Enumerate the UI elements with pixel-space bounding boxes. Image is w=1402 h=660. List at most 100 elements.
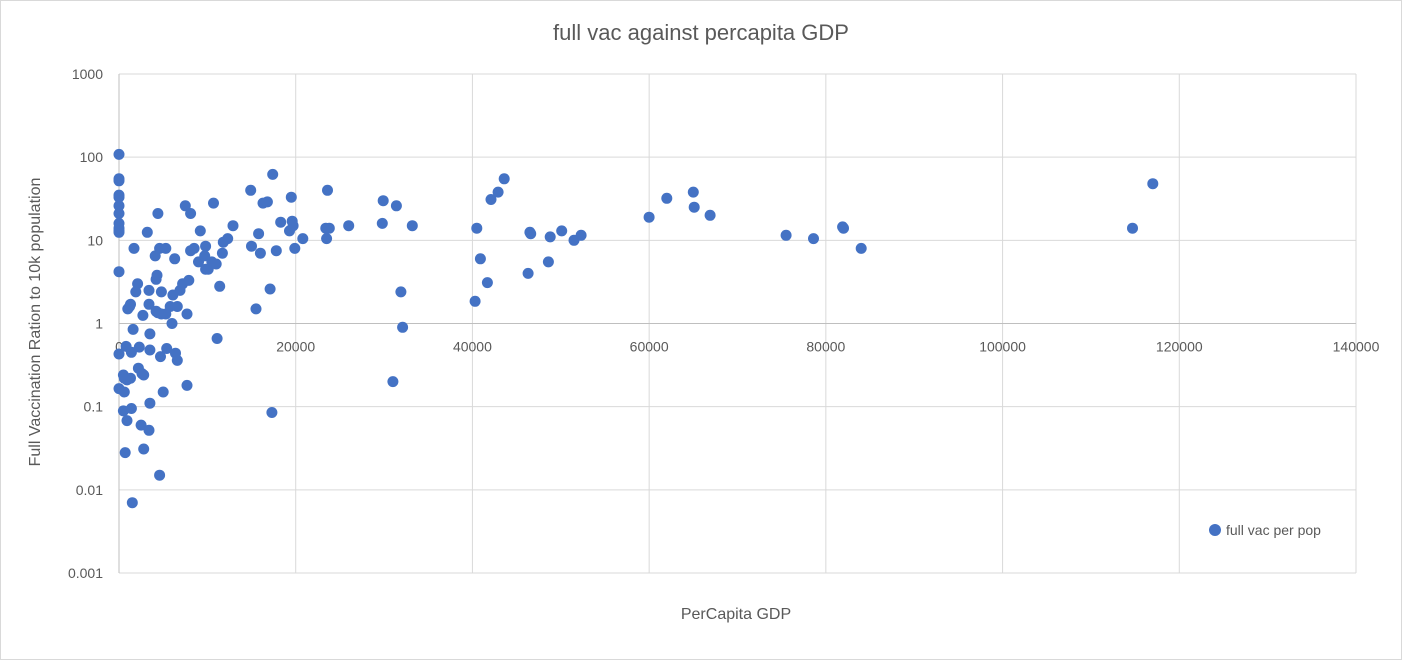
- data-point: [185, 208, 197, 219]
- data-point: [323, 222, 335, 234]
- data-point: [210, 258, 222, 270]
- chart-title: full vac against percapita GDP: [553, 20, 849, 45]
- data-point: [125, 403, 137, 414]
- x-tick-label: 0: [115, 339, 123, 355]
- data-point: [166, 318, 178, 329]
- data-point: [522, 267, 534, 279]
- data-points: [113, 148, 1159, 509]
- data-point: [118, 386, 130, 398]
- data-point: [125, 372, 136, 384]
- data-point: [113, 208, 125, 219]
- y-axis-title: Full Vaccination Ration to 10k populatio…: [27, 177, 44, 467]
- data-point: [253, 228, 265, 240]
- data-point: [285, 191, 297, 203]
- data-point: [143, 424, 155, 436]
- y-tick-label: 0.001: [68, 565, 103, 581]
- data-point: [688, 201, 700, 213]
- data-point: [157, 386, 169, 398]
- data-point: [575, 229, 587, 241]
- data-point: [151, 269, 163, 281]
- legend-marker-icon: [1209, 524, 1221, 536]
- data-point: [132, 278, 144, 290]
- data-point: [245, 184, 257, 196]
- data-point: [397, 321, 409, 333]
- data-point: [135, 419, 147, 431]
- data-point: [113, 226, 125, 238]
- data-point: [181, 308, 193, 320]
- data-point: [289, 242, 301, 254]
- data-point: [481, 277, 493, 289]
- data-point: [171, 301, 183, 312]
- data-point: [208, 197, 219, 209]
- data-point: [141, 226, 153, 238]
- data-point: [155, 351, 166, 363]
- data-point: [194, 225, 206, 237]
- x-tick-label: 100000: [979, 339, 1026, 355]
- data-point: [780, 229, 792, 241]
- data-point: [855, 242, 867, 254]
- x-tick-label: 40000: [453, 339, 492, 355]
- data-point: [395, 286, 407, 298]
- data-point: [250, 303, 262, 315]
- data-point: [261, 196, 273, 208]
- data-point: [125, 346, 137, 358]
- data-point: [525, 228, 537, 240]
- data-point: [264, 283, 276, 295]
- data-point: [138, 369, 150, 381]
- data-point: [1127, 222, 1138, 234]
- data-point: [1147, 178, 1159, 190]
- data-point: [556, 225, 568, 237]
- y-tick-label: 0.1: [84, 399, 104, 415]
- data-point: [113, 191, 125, 203]
- y-tick-label: 1: [95, 316, 103, 332]
- data-point: [144, 397, 156, 409]
- data-point: [390, 200, 402, 212]
- data-point: [181, 379, 193, 391]
- data-point: [808, 233, 819, 245]
- legend: full vac per pop: [1209, 522, 1321, 538]
- data-point: [270, 245, 282, 257]
- data-point: [498, 173, 510, 185]
- data-point: [469, 295, 481, 307]
- data-point: [143, 284, 155, 296]
- x-tick-label: 140000: [1333, 339, 1380, 355]
- data-point: [376, 217, 388, 229]
- data-point: [267, 168, 279, 180]
- data-point: [183, 274, 195, 286]
- data-point: [113, 175, 125, 187]
- data-point: [485, 194, 497, 205]
- data-point: [343, 220, 355, 232]
- data-point: [152, 208, 164, 219]
- data-point: [321, 233, 333, 245]
- data-point: [216, 247, 228, 259]
- data-point: [121, 415, 133, 427]
- data-point: [687, 186, 699, 198]
- data-point: [171, 354, 183, 366]
- data-point: [138, 443, 150, 455]
- x-axis-title: PerCapita GDP: [680, 606, 792, 623]
- data-point: [133, 341, 145, 353]
- y-tick-label: 10: [87, 232, 103, 248]
- data-point: [471, 222, 483, 234]
- data-point: [113, 348, 125, 360]
- data-point: [144, 328, 156, 340]
- data-point: [254, 247, 266, 259]
- data-point: [143, 298, 155, 310]
- data-point: [542, 256, 554, 268]
- data-point: [119, 447, 131, 459]
- data-point: [188, 242, 200, 254]
- data-point: [128, 242, 140, 254]
- y-tick-label: 100: [80, 149, 104, 165]
- data-point: [474, 253, 486, 265]
- data-point: [113, 200, 125, 212]
- data-point: [377, 195, 389, 207]
- data-point: [144, 344, 156, 356]
- data-point: [661, 192, 673, 204]
- x-tick-label: 60000: [630, 339, 669, 355]
- data-point: [492, 186, 504, 198]
- data-point: [406, 220, 418, 232]
- data-point: [179, 200, 191, 212]
- data-point: [266, 407, 278, 418]
- data-point: [297, 233, 309, 245]
- data-point: [322, 184, 333, 196]
